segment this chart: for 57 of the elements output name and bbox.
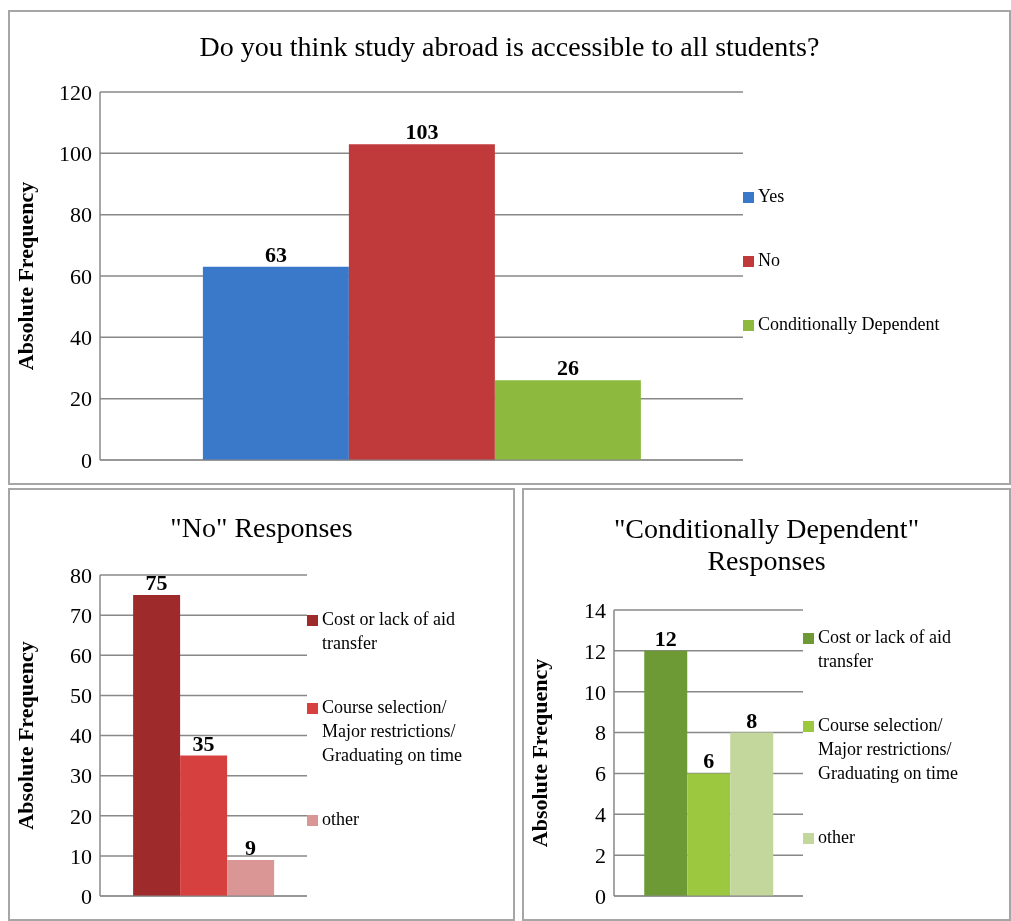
data-label: 75 <box>145 570 168 596</box>
bar <box>494 380 641 460</box>
y-tick-label: 2 <box>595 842 606 868</box>
y-tick-label: 40 <box>70 723 92 749</box>
y-tick-label: 0 <box>81 883 92 909</box>
bar <box>644 650 688 896</box>
legend-label: Course selection/ Major restrictions/ Graduating on time <box>322 696 463 767</box>
legend-label: Conditionally Dependent <box>758 312 940 336</box>
y-tick-label: 70 <box>70 602 92 628</box>
bar <box>202 266 349 460</box>
data-label: 26 <box>556 355 579 381</box>
legend-label: No <box>758 248 780 272</box>
legend-label: other <box>322 808 359 831</box>
y-tick-label: 100 <box>59 141 92 167</box>
y-tick-label: 6 <box>595 761 606 787</box>
y-tick-label: 50 <box>70 683 92 709</box>
bar <box>180 755 228 896</box>
y-axis-title: Absolute Frequency <box>526 658 552 848</box>
chart-title: Do you think study abroad is accessible to all students? <box>199 31 820 63</box>
y-tick-label: 60 <box>70 643 92 669</box>
bar <box>133 595 181 896</box>
y-tick-label: 20 <box>70 386 92 412</box>
y-tick-label: 0 <box>81 447 92 473</box>
data-label: 103 <box>405 119 439 145</box>
bar <box>687 773 731 896</box>
bar <box>227 859 275 896</box>
data-label: 9 <box>245 834 257 860</box>
legend-label: Course selection/ Major restrictions/ Graduating on time <box>818 713 959 785</box>
y-axis-title: Absolute Frequency <box>12 181 38 371</box>
y-tick-label: 30 <box>70 763 92 789</box>
chart-title: "No" Responses <box>170 511 353 544</box>
legend-label: Yes <box>758 184 785 208</box>
y-axis-title: Absolute Frequency <box>12 641 38 830</box>
legend-label: Cost or lack of aid transfer <box>322 608 456 655</box>
y-tick-label: 8 <box>595 720 606 746</box>
y-tick-label: 60 <box>70 263 92 289</box>
y-tick-label: 80 <box>70 562 92 588</box>
data-label: 6 <box>703 748 715 774</box>
bar <box>730 732 774 896</box>
y-tick-label: 80 <box>70 202 92 228</box>
data-label: 8 <box>746 707 758 733</box>
y-tick-label: 10 <box>584 679 606 705</box>
y-tick-label: 10 <box>70 843 92 869</box>
y-tick-label: 14 <box>584 597 606 623</box>
data-label: 63 <box>264 241 287 267</box>
y-tick-label: 20 <box>70 803 92 829</box>
data-label: 12 <box>654 625 677 651</box>
data-label: 35 <box>192 730 215 756</box>
bar <box>348 144 495 460</box>
chart-title: "Conditionally Dependent" Responses <box>612 513 921 577</box>
y-tick-label: 120 <box>59 79 92 105</box>
legend-label: other <box>818 825 855 849</box>
y-tick-label: 4 <box>595 802 606 828</box>
y-tick-label: 40 <box>70 325 92 351</box>
y-tick-label: 0 <box>595 883 606 909</box>
legend-label: Cost or lack of aid transfer <box>818 625 952 673</box>
y-tick-label: 12 <box>584 638 606 664</box>
